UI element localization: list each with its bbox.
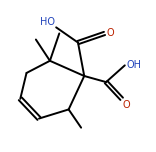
Text: O: O xyxy=(122,100,130,110)
Text: HO: HO xyxy=(40,17,55,27)
Text: O: O xyxy=(106,28,114,38)
Text: OH: OH xyxy=(126,60,141,70)
